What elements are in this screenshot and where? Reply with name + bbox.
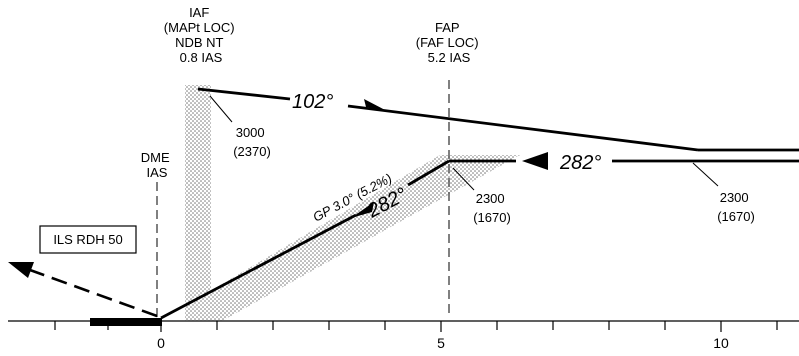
ils-rdh-box [39, 225, 137, 254]
distance-axis-ticks [54, 321, 778, 332]
outer-altitude: 2300 (1670) [717, 190, 755, 224]
missed-approach-line [29, 268, 158, 318]
axis-label-0: 0 [157, 335, 165, 351]
outbound-track-line-b [347, 104, 699, 152]
inbound-arrow-icon [522, 152, 548, 170]
axis-label-5: 5 [437, 335, 445, 351]
inbound-course-label: 282° [559, 152, 601, 174]
missed-approach-arrow-icon [8, 262, 34, 278]
fap-label: FAP (FAF LOC) 5.2 IAS [416, 20, 482, 65]
outer-alt-leader [692, 162, 719, 187]
glidepath-protection-area [185, 155, 520, 321]
runway-bar [90, 318, 162, 326]
glidepath-arrow-icon [351, 202, 374, 218]
iaf-label: IAF (MAPt LOC) NDB NT 0.8 IAS [164, 5, 238, 65]
glidepath-line-upper [407, 159, 450, 187]
axis-label-10: 10 [713, 335, 729, 351]
ils-rdh-label: ILS RDH 50 [53, 232, 122, 247]
glidepath-line-lower [160, 213, 357, 320]
outbound-course-label: 102° [292, 91, 333, 113]
iaf-alt-leader [209, 95, 233, 123]
outbound-track-line [197, 87, 291, 101]
outbound-arrow-icon [364, 99, 385, 110]
iaf-altitude: 3000 (2370) [233, 125, 271, 159]
fap-alt-leader [452, 167, 475, 191]
iaf-protection-column [185, 85, 211, 321]
fap-altitude: 2300 (1670) [473, 191, 511, 225]
dme-label: DME IAS [141, 150, 174, 180]
